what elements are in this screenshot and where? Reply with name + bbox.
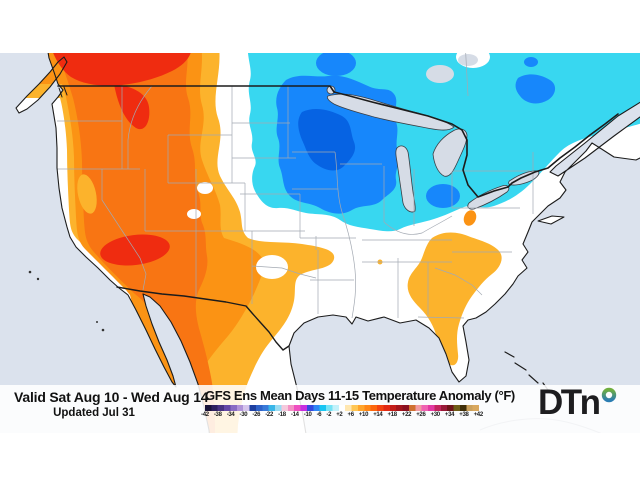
hot-anomaly-north <box>48 53 193 86</box>
colorbar-tick: -22 <box>265 412 273 418</box>
great-lakes <box>326 54 540 213</box>
cold-patch-quebec-small <box>524 57 538 67</box>
colorbar-ticks: -42 -38 -34 -30 -26 -22 -18 -14 -10 -6 -2 +2 +6 +10 +1… <box>201 412 483 418</box>
footer-bar: Valid Sat Aug 10 - Wed Aug 14 Updated Ju… <box>0 385 640 433</box>
colorbar-tick: +22 <box>401 412 412 418</box>
bahamas-outlines <box>504 351 549 391</box>
colorbar-tick: -10 <box>303 412 312 418</box>
colorbar-tick: +14 <box>373 412 383 418</box>
vancouver-island-outline <box>15 56 68 114</box>
warm-anomaly-southeast <box>407 232 502 366</box>
us-mexico-border <box>116 286 290 351</box>
colorbar-tick: -6 <box>316 412 322 418</box>
colorbar-tick: +34 <box>444 412 455 418</box>
long-island-outline <box>537 215 565 225</box>
colorbar-tick: +2 <box>336 412 343 418</box>
colorbar-tick: -34 <box>226 412 235 418</box>
puget-sound-detail <box>58 86 68 98</box>
colorbar-tick: -38 <box>213 412 222 418</box>
us-canada-border <box>57 85 619 198</box>
warm-dot-west-virginia <box>463 210 477 226</box>
state-borders <box>57 53 534 319</box>
colorbar-tick: -30 <box>239 412 248 418</box>
colorbar-tick: -18 <box>278 412 286 418</box>
colorbar-tick: +38 <box>459 412 469 418</box>
cold-patch-manitoba <box>316 53 356 76</box>
lake-huron <box>432 128 468 177</box>
product-block: GFS Ens Mean Days 11-15 Temperature Anom… <box>201 388 515 418</box>
lake-patch-ontario-north <box>458 54 478 66</box>
lake-nipigon <box>426 65 454 83</box>
neutral-hole-wyoming <box>197 182 213 194</box>
dtn-logo-text: DTN <box>538 383 601 422</box>
lake-of-the-woods <box>326 85 336 95</box>
product-title: GFS Ens Mean Days 11-15 Temperature Anom… <box>205 388 515 403</box>
hot-anomaly-idaho <box>114 84 150 130</box>
updated-label: Updated Jul 31 <box>53 407 135 419</box>
coastline <box>47 53 640 433</box>
lake-michigan <box>395 145 416 213</box>
anomaly-layer <box>16 53 640 433</box>
valid-block: Valid Sat Aug 10 - Wed Aug 14 Updated Ju… <box>14 389 209 419</box>
colorbar-tick: +30 <box>430 412 441 418</box>
valid-range-label: Valid Sat Aug 10 - Wed Aug 14 <box>14 389 209 405</box>
neutral-hole-colorado <box>187 209 201 219</box>
lake-erie <box>467 185 510 210</box>
colorbar-tick: +42 <box>473 412 484 418</box>
cold-patch-quebec <box>515 74 556 104</box>
cold-anomaly-core <box>298 109 356 171</box>
colorbar-tick: +18 <box>387 412 398 418</box>
colorbar-tick: +10 <box>358 412 369 418</box>
lake-superior <box>326 93 455 131</box>
colorbar-tick: +6 <box>347 412 355 418</box>
dtn-ring-icon <box>601 387 616 403</box>
colorbar-tick: -2 <box>326 412 332 418</box>
colorbar-tick: -14 <box>290 412 299 418</box>
colorbar-tick: -42 <box>201 412 209 418</box>
offshore-islands <box>28 270 105 332</box>
central-valley-lighter <box>77 174 97 214</box>
dtn-logo: DTN <box>538 383 617 422</box>
colorbar-tick: +26 <box>416 412 426 418</box>
cold-patch-michigan <box>426 184 460 208</box>
colorbar-tick: -26 <box>252 412 261 418</box>
colorbar <box>205 405 479 411</box>
